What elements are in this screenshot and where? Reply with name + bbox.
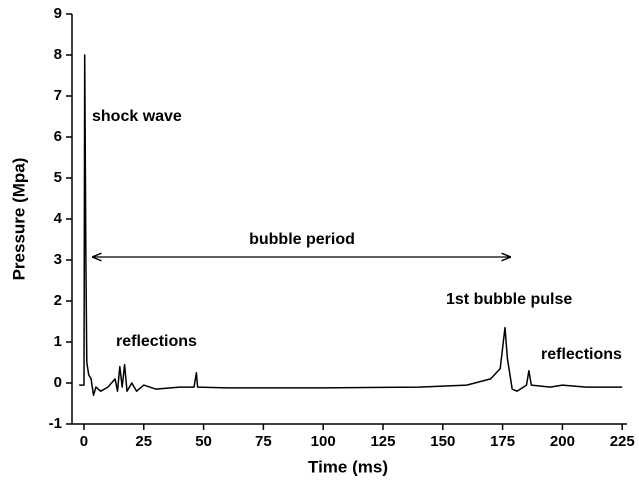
annotation: bubble period — [249, 231, 355, 248]
y-tick-label: 8 — [54, 46, 62, 63]
x-tick-label: 175 — [490, 433, 515, 450]
x-tick-label: 125 — [370, 433, 395, 450]
x-tick-label: 25 — [135, 433, 152, 450]
x-tick-label: 75 — [255, 433, 272, 450]
x-tick-label: 225 — [610, 433, 635, 450]
x-tick-label: 50 — [195, 433, 212, 450]
y-tick-label: 4 — [54, 210, 63, 227]
y-tick-label: 0 — [54, 374, 62, 391]
pressure-line — [79, 54, 623, 397]
y-tick-label: 5 — [54, 169, 62, 186]
y-tick-label: 6 — [54, 128, 62, 145]
x-tick-label: 0 — [80, 433, 88, 450]
annotation: shock wave — [92, 108, 182, 125]
y-tick-label: 2 — [54, 292, 62, 309]
y-tick-label: 1 — [54, 333, 62, 350]
y-tick-label: 3 — [54, 251, 62, 268]
y-tick-label: 7 — [54, 87, 62, 104]
x-tick-label: 100 — [311, 433, 336, 450]
x-tick-label: 200 — [550, 433, 575, 450]
y-axis-title: Pressure (Mpa) — [9, 158, 28, 281]
y-tick-label: 9 — [54, 5, 62, 22]
annotation: reflections — [541, 346, 622, 363]
x-axis-title: Time (ms) — [308, 457, 388, 476]
annotation: 1st bubble pulse — [446, 291, 572, 308]
y-tick-label: -1 — [49, 415, 62, 432]
annotation: reflections — [116, 333, 197, 350]
x-tick-label: 150 — [430, 433, 455, 450]
